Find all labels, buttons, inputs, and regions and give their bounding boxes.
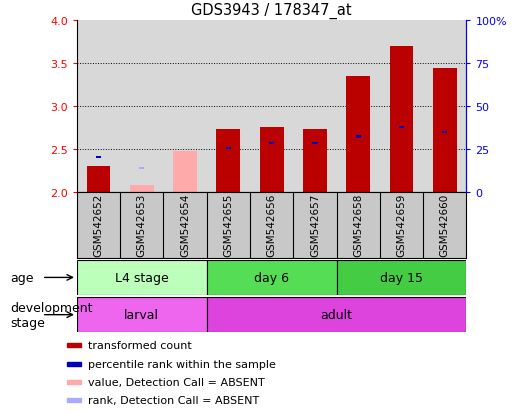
Bar (303, 130, 327, 192)
Text: GSM542658: GSM542658 (353, 193, 363, 257)
Bar (346, 76, 370, 192)
Text: GSM542660: GSM542660 (440, 194, 450, 256)
Bar (260, 128, 284, 192)
Bar (96, 157, 101, 159)
Text: transformed count: transformed count (88, 341, 192, 351)
Bar (67, 344, 81, 348)
Text: GSM542655: GSM542655 (223, 193, 233, 257)
Text: age: age (11, 271, 34, 285)
Bar (356, 136, 361, 138)
Text: GSM542652: GSM542652 (93, 193, 103, 257)
Bar (130, 185, 154, 192)
Bar (226, 147, 231, 150)
Bar (442, 132, 447, 134)
Bar (207, 297, 466, 332)
Bar (67, 380, 81, 384)
Text: development
stage: development stage (11, 301, 93, 329)
Text: day 15: day 15 (380, 271, 423, 284)
Text: GSM542653: GSM542653 (137, 193, 147, 257)
Bar (390, 47, 413, 192)
Bar (337, 260, 466, 295)
Bar (207, 260, 337, 295)
Text: GSM542659: GSM542659 (396, 193, 407, 257)
Text: day 6: day 6 (254, 271, 289, 284)
Text: GSM542654: GSM542654 (180, 193, 190, 257)
Text: adult: adult (321, 309, 352, 321)
Bar (269, 143, 274, 145)
Bar (173, 152, 197, 192)
Bar (216, 130, 240, 192)
Text: percentile rank within the sample: percentile rank within the sample (88, 359, 276, 369)
Bar (86, 166, 110, 192)
Text: rank, Detection Call = ABSENT: rank, Detection Call = ABSENT (88, 395, 259, 405)
Text: GSM542656: GSM542656 (267, 193, 277, 257)
Bar (67, 398, 81, 402)
Bar (67, 362, 81, 366)
Bar (77, 297, 207, 332)
Title: GDS3943 / 178347_at: GDS3943 / 178347_at (191, 3, 352, 19)
Bar (77, 260, 207, 295)
Bar (139, 168, 144, 170)
Bar (433, 69, 457, 192)
Bar (312, 143, 317, 145)
Text: L4 stage: L4 stage (115, 271, 169, 284)
Bar (399, 127, 404, 129)
Text: GSM542657: GSM542657 (310, 193, 320, 257)
Text: larval: larval (124, 309, 160, 321)
Text: value, Detection Call = ABSENT: value, Detection Call = ABSENT (88, 377, 264, 387)
